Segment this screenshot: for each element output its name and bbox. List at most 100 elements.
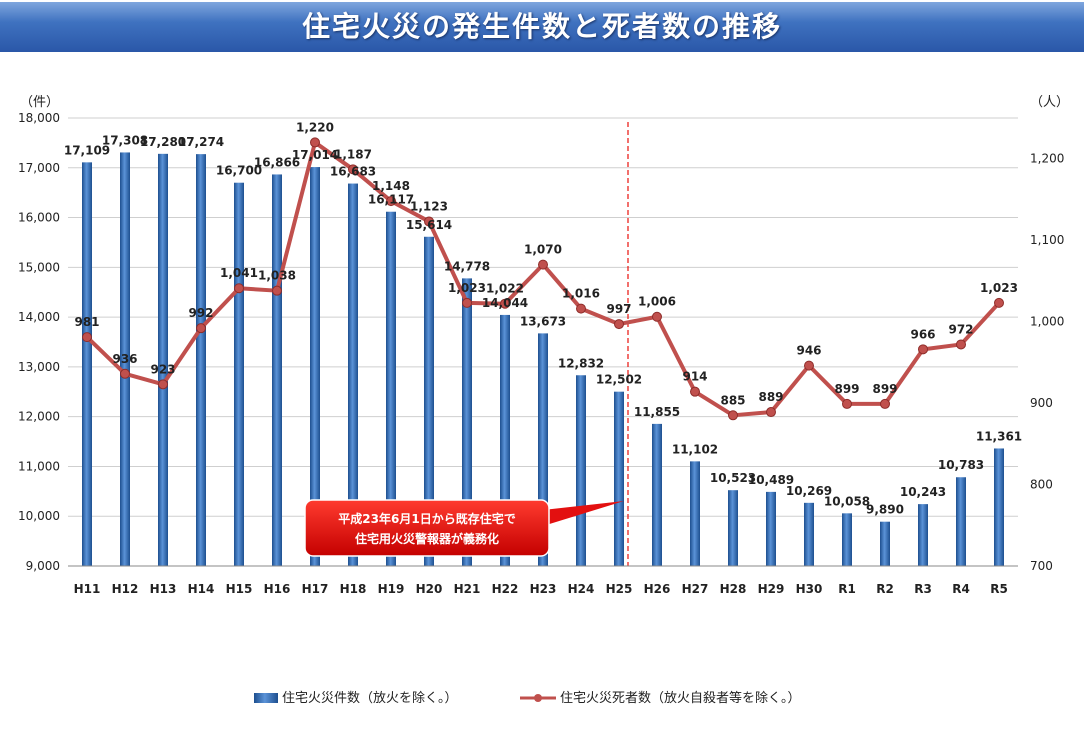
x-axis-tick-label: R2 <box>876 582 894 596</box>
line-point <box>310 137 320 148</box>
bar <box>500 314 510 566</box>
left-axis-tick-label: 16,000 <box>18 211 60 225</box>
x-axis-tick-label: H29 <box>758 582 785 596</box>
bar <box>652 423 662 566</box>
right-axis-tick-label: 900 <box>1030 396 1053 410</box>
bar-data-label: 10,243 <box>900 485 946 499</box>
chart-title: 住宅火災の発生件数と死者数の推移 <box>0 2 1084 52</box>
line-point <box>804 360 814 371</box>
x-axis-tick-label: H11 <box>74 582 101 596</box>
line-data-label: 1,148 <box>372 179 410 193</box>
bar <box>120 152 130 566</box>
callout-line-2: 住宅用火災警報器が義務化 <box>355 531 499 546</box>
x-axis-tick-label: H16 <box>264 582 291 596</box>
line-data-label: 1,006 <box>638 295 676 309</box>
left-axis-tick-label: 18,000 <box>18 111 60 125</box>
bar-data-label: 17,014 <box>292 148 338 162</box>
x-axis-tick-label: H17 <box>302 582 329 596</box>
line-point <box>994 297 1004 308</box>
legend-bar-label: 住宅火災件数（放火を除く。） <box>282 691 458 706</box>
line-data-label: 1,016 <box>562 287 600 301</box>
line-data-label: 1,023 <box>448 281 486 295</box>
bar <box>348 183 358 567</box>
line-point <box>842 398 852 409</box>
bar <box>196 154 206 566</box>
bar <box>614 391 624 566</box>
line-point <box>272 285 282 296</box>
bar <box>424 236 434 566</box>
bar <box>82 162 92 567</box>
bar <box>386 211 396 566</box>
bar-data-label: 9,890 <box>866 503 904 517</box>
line-data-label: 981 <box>74 315 99 329</box>
bar <box>158 153 168 566</box>
line-point <box>158 379 168 390</box>
left-axis-tick-label: 10,000 <box>18 509 60 523</box>
bar-data-label: 10,489 <box>748 473 794 487</box>
x-axis-tick-label: H30 <box>796 582 823 596</box>
callout-box <box>304 499 550 557</box>
right-axis-tick-label: 800 <box>1030 478 1053 492</box>
bar-data-label: 16,700 <box>216 164 262 178</box>
line-data-label: 966 <box>910 327 935 341</box>
line-data-label: 1,187 <box>334 147 372 161</box>
callout-pointer <box>543 501 624 526</box>
line-data-label: 997 <box>606 302 631 316</box>
line-point <box>690 386 700 397</box>
bar <box>310 167 320 567</box>
legend: 住宅火災件数（放火を除く。） 住宅火災死者数（放火自殺者等を除く。） <box>254 690 801 706</box>
bar-data-label: 17,280 <box>140 135 186 149</box>
bar-data-label: 10,523 <box>710 471 756 485</box>
x-axis-tick-label: H21 <box>454 582 481 596</box>
left-axis-tick-label: 13,000 <box>18 360 60 374</box>
line-point <box>880 398 890 409</box>
line-point <box>348 164 358 175</box>
bar <box>272 174 282 566</box>
x-axis-tick-label: H26 <box>644 582 671 596</box>
x-axis-tick-label: H25 <box>606 582 633 596</box>
line-data-label: 923 <box>150 362 175 376</box>
bar <box>234 182 244 566</box>
right-axis-tick-label: 1,200 <box>1030 152 1064 166</box>
x-axis-tick-label: H14 <box>188 582 215 596</box>
right-axis-tick-label: 1,100 <box>1030 233 1064 247</box>
line-data-label: 936 <box>112 352 137 366</box>
line-data-label: 1,220 <box>296 120 334 134</box>
bar <box>728 490 738 566</box>
bar <box>956 477 966 566</box>
left-axis-tick-label: 12,000 <box>18 410 60 424</box>
x-axis-tick-label: R3 <box>914 582 932 596</box>
line-data-label: 1,023 <box>980 281 1018 295</box>
bar-data-label: 14,044 <box>482 296 528 310</box>
bar-data-label: 15,614 <box>406 218 452 232</box>
line-data-label: 1,070 <box>524 243 562 257</box>
line-data-label: 914 <box>682 370 707 384</box>
x-axis-tick-label: H15 <box>226 582 253 596</box>
line-data-label: 972 <box>948 322 973 336</box>
x-axis-tick-label: R4 <box>952 582 970 596</box>
bar-data-label: 16,117 <box>368 193 414 207</box>
right-axis-unit: （人） <box>1030 95 1069 110</box>
line-point <box>82 332 92 343</box>
bar <box>994 448 1004 566</box>
line-point <box>120 368 130 379</box>
line-data-label: 899 <box>872 382 897 396</box>
line-point <box>918 344 928 355</box>
x-axis-tick-label: H20 <box>416 582 443 596</box>
x-axis-tick-label: H12 <box>112 582 139 596</box>
line-point <box>386 196 396 207</box>
bar <box>842 513 852 566</box>
bar <box>462 278 472 566</box>
line-data-label: 946 <box>796 344 821 358</box>
x-axis-tick-label: H22 <box>492 582 519 596</box>
line-data-label: 899 <box>834 382 859 396</box>
line-point <box>500 298 510 309</box>
bar-data-label: 11,855 <box>634 405 680 419</box>
bar-data-label: 10,783 <box>938 458 984 472</box>
x-axis-tick-label: H27 <box>682 582 709 596</box>
right-axis-tick-label: 700 <box>1030 559 1053 573</box>
bar <box>766 491 776 566</box>
line-data-label: 889 <box>758 390 783 404</box>
